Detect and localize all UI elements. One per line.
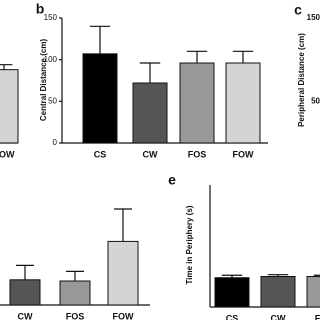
x-tick-label: CW: [271, 313, 286, 320]
y-axis-label: Peripheral Distance (cm): [297, 33, 306, 127]
x-tick-label: FOS: [66, 311, 85, 320]
x-tick-label: CS: [94, 149, 107, 159]
panel-label: b: [36, 1, 45, 17]
x-tick-label: CW: [143, 149, 158, 159]
y-tick-label: 50: [311, 96, 320, 105]
bar: [260, 276, 296, 308]
bar: [107, 240, 139, 306]
bar: [306, 276, 320, 308]
y-tick-label: 150: [44, 13, 58, 22]
y-tick-label: 50: [48, 96, 57, 105]
bar: [225, 62, 261, 144]
x-tick-label: FOW: [0, 149, 15, 159]
x-tick-label: CS: [226, 313, 239, 320]
y-axis-label: Central Distance (cm): [39, 39, 48, 122]
x-tick-label: FOW: [113, 311, 134, 320]
x-tick-label: FOS: [188, 149, 207, 159]
bar: [59, 280, 91, 306]
panel-label: c: [294, 2, 302, 18]
bar: [214, 277, 250, 308]
bar: [9, 279, 41, 306]
bar: [179, 62, 215, 144]
y-tick-label: 150: [307, 13, 320, 22]
y-tick-label: 100: [44, 55, 58, 64]
x-tick-label: CW: [18, 311, 33, 320]
x-tick-label: FOW: [233, 149, 254, 159]
x-tick-label: FOS: [315, 313, 320, 320]
y-tick-label: 0: [53, 138, 58, 147]
bar: [0, 69, 19, 144]
panel-label: e: [168, 172, 176, 188]
y-axis-label: Time in Periphery (s): [185, 205, 194, 284]
bar: [132, 82, 168, 144]
bar: [82, 53, 118, 144]
